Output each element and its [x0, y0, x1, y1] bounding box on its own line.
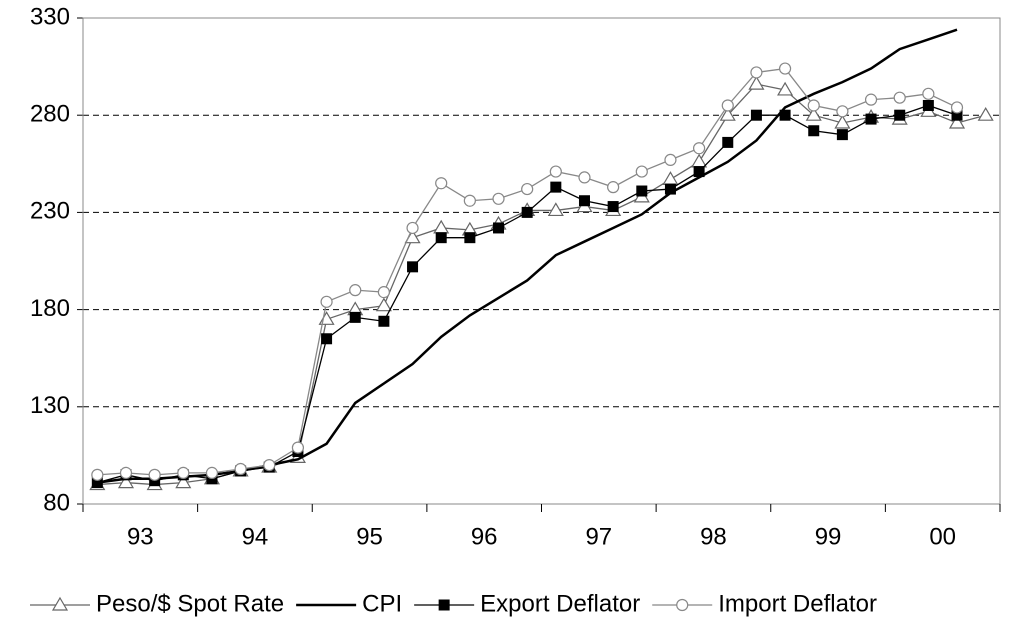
- y-tick-label: 80: [43, 489, 70, 516]
- data-point: [778, 62, 792, 75]
- series-line: [97, 28, 958, 484]
- data-point: [375, 297, 392, 312]
- data-point: [406, 221, 419, 235]
- series-line: [97, 67, 958, 476]
- data-point: [805, 107, 822, 121]
- data-point: [119, 466, 133, 479]
- x-tick-label: 98: [700, 523, 727, 550]
- legend-label: Peso/$ Spot Rate: [96, 590, 284, 617]
- data-point: [521, 182, 534, 196]
- data-point: [693, 166, 705, 178]
- data-point: [636, 185, 648, 197]
- data-point: [407, 261, 419, 273]
- data-point: [807, 99, 820, 112]
- data-point: [550, 181, 562, 193]
- series-line: [97, 104, 958, 484]
- x-tick-label: 99: [815, 523, 842, 550]
- data-point: [435, 177, 448, 190]
- data-point: [864, 93, 878, 106]
- x-tick-label: 94: [242, 523, 269, 550]
- legend-marker: [51, 596, 69, 611]
- x-tick-label: 97: [585, 523, 612, 550]
- data-point: [549, 165, 562, 178]
- data-point: [834, 114, 851, 129]
- data-point: [662, 171, 679, 185]
- data-point: [836, 105, 849, 118]
- data-point: [894, 109, 906, 121]
- y-tick-label: 130: [30, 392, 70, 419]
- legend-label: CPI: [362, 590, 402, 617]
- data-point: [777, 81, 794, 96]
- data-point: [635, 165, 648, 178]
- data-point: [893, 91, 906, 104]
- data-point: [492, 192, 505, 205]
- data-point: [607, 181, 620, 194]
- plot-area: [82, 17, 1001, 505]
- data-point: [377, 286, 390, 299]
- data-point: [950, 101, 964, 114]
- data-point: [693, 142, 706, 155]
- data-point: [977, 107, 994, 121]
- data-point: [91, 468, 104, 481]
- data-point: [750, 109, 762, 121]
- series-line: [97, 83, 986, 486]
- data-point: [349, 311, 361, 323]
- data-point: [291, 441, 305, 454]
- data-point: [177, 466, 190, 479]
- legend-label: Import Deflator: [718, 590, 877, 617]
- data-point: [836, 129, 848, 141]
- data-point: [464, 232, 476, 244]
- data-point: [547, 202, 564, 217]
- data-point: [521, 206, 533, 218]
- data-point: [808, 125, 820, 137]
- data-point: [922, 87, 935, 100]
- data-point: [175, 474, 192, 489]
- data-point: [117, 474, 135, 489]
- data-point: [349, 284, 362, 297]
- data-point: [664, 153, 677, 167]
- data-point: [578, 171, 591, 184]
- data-point: [607, 201, 619, 213]
- data-point: [719, 107, 736, 121]
- data-point: [205, 466, 219, 479]
- data-point: [722, 136, 734, 148]
- data-point: [493, 222, 505, 234]
- x-tick-label: 00: [929, 523, 956, 550]
- data-point: [664, 183, 676, 195]
- data-point: [148, 468, 161, 481]
- data-point: [721, 99, 734, 112]
- y-tick-label: 280: [30, 101, 70, 128]
- x-tick-label: 96: [471, 523, 498, 550]
- x-tick-label: 95: [356, 523, 383, 550]
- data-point: [578, 195, 590, 207]
- data-point: [748, 75, 765, 90]
- legend-marker: [676, 598, 689, 612]
- data-point: [865, 113, 877, 125]
- data-point: [922, 99, 934, 111]
- data-point: [263, 459, 276, 472]
- y-tick-label: 180: [30, 295, 70, 322]
- data-point: [378, 315, 390, 327]
- data-point: [234, 462, 247, 476]
- data-point: [435, 232, 447, 244]
- y-tick-label: 330: [30, 3, 70, 30]
- data-point: [463, 194, 476, 207]
- data-point: [691, 153, 708, 168]
- y-tick-label: 230: [30, 198, 70, 225]
- data-point: [750, 66, 763, 79]
- data-point: [320, 295, 333, 308]
- x-tick-label: 93: [127, 523, 154, 550]
- legend-label: Export Deflator: [480, 590, 640, 617]
- data-point: [948, 114, 966, 129]
- data-point: [433, 219, 450, 234]
- data-point: [321, 333, 333, 345]
- legend-marker: [438, 599, 450, 611]
- data-point: [779, 109, 791, 121]
